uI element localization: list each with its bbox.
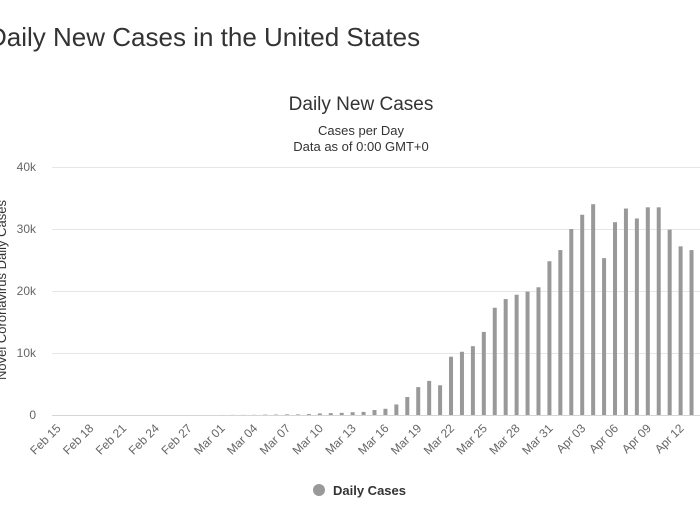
- x-tick-label: Feb 15: [27, 421, 64, 458]
- page-title: Daily New Cases in the United States: [0, 22, 420, 52]
- bar: [613, 222, 617, 415]
- chart-subtitle: Data as of 0:00 GMT+0: [293, 139, 428, 154]
- x-tick-label: Mar 07: [257, 421, 294, 458]
- x-tick-label: Feb 21: [93, 421, 130, 458]
- bar: [657, 207, 661, 415]
- x-tick-label: Mar 22: [421, 421, 458, 458]
- bar: [438, 385, 442, 415]
- bar: [318, 413, 322, 415]
- bar: [373, 410, 377, 415]
- x-tick-label: Mar 10: [290, 421, 327, 458]
- bar: [526, 292, 530, 415]
- bar: [602, 258, 606, 415]
- bar: [285, 414, 289, 415]
- bar: [471, 346, 475, 415]
- bar: [515, 295, 519, 415]
- x-tick-label: Mar 01: [191, 421, 228, 458]
- bar: [449, 357, 453, 415]
- x-tick-label: Mar 28: [486, 421, 523, 458]
- x-tick-label: Apr 03: [553, 421, 588, 456]
- x-tick-label: Apr 09: [619, 421, 654, 456]
- y-tick-label: 0: [29, 408, 36, 422]
- y-tick-label: 10k: [17, 346, 37, 360]
- chart-subtitle: Cases per Day: [318, 123, 404, 138]
- bar: [340, 413, 344, 415]
- y-tick-label: 40k: [17, 160, 37, 174]
- bar: [504, 299, 508, 415]
- chart-title: Daily New Cases: [289, 94, 434, 115]
- bar: [383, 409, 387, 415]
- x-tick-label: Feb 24: [126, 421, 163, 458]
- x-tick-label: Mar 13: [322, 421, 359, 458]
- x-tick-label: Apr 06: [586, 421, 621, 456]
- bar: [460, 352, 464, 415]
- bar: [405, 397, 409, 415]
- bar: [679, 246, 683, 415]
- x-tick-label: Mar 04: [224, 421, 261, 458]
- bar: [394, 404, 398, 415]
- bar: [558, 250, 562, 415]
- y-axis-label: Novel Coronavirus Daily Cases: [0, 200, 9, 380]
- bar: [493, 308, 497, 415]
- bar: [351, 412, 355, 415]
- x-tick-label: Mar 31: [519, 421, 556, 458]
- bar: [416, 387, 420, 415]
- x-tick-label: Mar 19: [388, 421, 425, 458]
- bar: [427, 381, 431, 415]
- x-tick-label: Feb 18: [60, 421, 97, 458]
- x-tick-label: Mar 25: [454, 421, 491, 458]
- bar: [591, 204, 595, 415]
- bar: [635, 218, 639, 415]
- bar: [624, 209, 628, 415]
- x-tick-label: Apr 12: [652, 421, 687, 456]
- y-tick-label: 30k: [17, 222, 37, 236]
- x-tick-label: Feb 27: [158, 421, 195, 458]
- bar: [482, 332, 486, 415]
- bar: [580, 215, 584, 415]
- bar: [547, 261, 551, 415]
- bar: [569, 229, 573, 415]
- legend-marker[interactable]: [313, 484, 325, 496]
- bar: [307, 414, 311, 415]
- x-tick-label: Mar 16: [355, 421, 392, 458]
- legend-label[interactable]: Daily Cases: [333, 483, 406, 498]
- bar: [646, 207, 650, 415]
- bar: [362, 412, 366, 415]
- y-tick-label: 20k: [17, 284, 37, 298]
- bar: [296, 414, 300, 415]
- bar: [668, 230, 672, 415]
- bar: [690, 250, 694, 415]
- bar: [536, 287, 540, 415]
- bar: [329, 413, 333, 415]
